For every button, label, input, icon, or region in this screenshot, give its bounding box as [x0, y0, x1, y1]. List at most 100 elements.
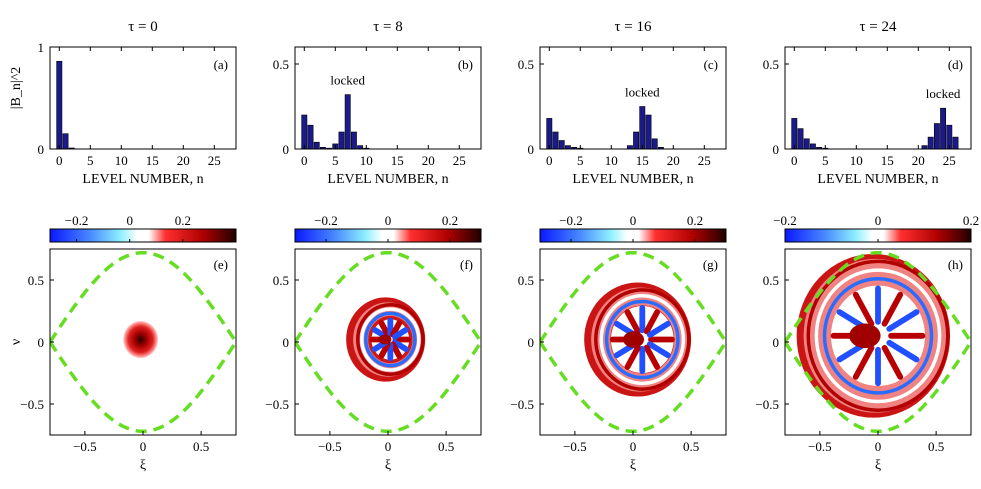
x-tick-label: 15 [881, 153, 894, 168]
bar [809, 143, 816, 150]
x-axis-label: LEVEL NUMBER, n [327, 172, 448, 187]
bar-chart-3: τ = 24 0 5 10 15 20 25 0 0.5 LEVEL NUMBER, n (d) lo… [763, 19, 972, 187]
top-ylabel: |B_n|^2 [9, 67, 24, 110]
colorbar-tick-label: 0 [630, 213, 637, 228]
axes-frame [539, 46, 727, 150]
colorbar-tick-label: 0 [385, 213, 392, 228]
x-tick-label: 0 [546, 153, 553, 168]
bar [350, 131, 357, 150]
separatrix-upper [785, 250, 971, 343]
colorbar-tick-label: 0.2 [442, 213, 458, 228]
y-tick-label: 0 [283, 142, 290, 157]
interference-ring [604, 299, 680, 380]
x-tick-label: 10 [360, 153, 373, 168]
x-axis-label: ξ [630, 458, 636, 473]
panel-title: τ = 0 [128, 19, 158, 35]
plot-area [540, 250, 726, 434]
colorbar-tick-label: 0.2 [687, 213, 703, 228]
bar [626, 145, 633, 150]
x-axis-label: LEVEL NUMBER, n [817, 172, 938, 187]
bar [921, 145, 928, 150]
central-lobe [849, 323, 881, 349]
interference-ring [356, 303, 425, 376]
x-tick-label: 10 [115, 153, 128, 168]
radial-spoke [886, 339, 920, 363]
x-tick-label: −0.5 [73, 439, 97, 454]
x-tick-label: 10 [850, 153, 863, 168]
separatrix-upper [540, 250, 726, 343]
x-tick-label: 25 [208, 153, 221, 168]
panels: τ = 0 0 5 10 15 20 25 0 1 LEVEL NUMBER, n (a) τ = 8… [20, 19, 979, 473]
interference-ring [822, 277, 934, 395]
x-tick-label: 0 [791, 153, 798, 168]
radial-spoke [881, 344, 904, 380]
bar [933, 123, 940, 150]
bar [651, 138, 658, 150]
interference-ring [806, 259, 950, 412]
y-tick-label: 0.5 [518, 273, 534, 288]
panel-letter: (h) [948, 257, 963, 272]
bar [558, 140, 565, 150]
y-tick-label: 0 [528, 335, 535, 350]
colorbar-tick-label: −0.2 [65, 213, 89, 228]
radial-spoke [852, 291, 875, 327]
radial-spoke [643, 309, 661, 335]
x-tick-label: 15 [146, 153, 159, 168]
panel-letter: (f) [460, 257, 473, 272]
y-tick-label: 0 [283, 335, 290, 350]
radial-spoke [624, 344, 641, 370]
x-axis-label: LEVEL NUMBER, n [82, 172, 203, 187]
colorbar-tick-label: −0.2 [559, 213, 583, 228]
plot-area [50, 250, 236, 434]
radial-spoke [390, 320, 403, 338]
bar [307, 124, 314, 150]
bar [357, 145, 364, 150]
y-tick-label: 0 [38, 335, 45, 350]
bar [552, 131, 559, 150]
colorbar-tick-label: 0.2 [963, 213, 979, 228]
panel-letter: (b) [458, 57, 473, 72]
y-tick-label: 0.5 [28, 273, 44, 288]
heatmap-1: −0.2 0 0.2 −0.5 0 0.5 0.5 0 −0.5 ξ (f) [265, 213, 482, 473]
bar [313, 141, 320, 150]
interference-ring [594, 288, 691, 391]
bar [633, 131, 640, 150]
x-tick-label: 5 [87, 153, 94, 168]
y-tick-label: −0.5 [265, 397, 289, 412]
bar [952, 136, 959, 150]
colorbar [49, 228, 237, 243]
y-tick-label: 0 [528, 142, 535, 157]
radial-spoke [646, 341, 671, 359]
heatmap-3: −0.2 0 0.2 −0.5 0 0.5 0.5 0 −0.5 ξ (h) [755, 213, 979, 473]
y-tick-label: 1 [38, 40, 45, 55]
x-tick-label: 0 [875, 439, 882, 454]
x-tick-label: 25 [943, 153, 956, 168]
panel-letter: (d) [948, 57, 963, 72]
locked-annotation: locked [330, 73, 365, 88]
panel-title: τ = 8 [373, 19, 403, 35]
radial-spoke [624, 309, 641, 335]
x-tick-label: 5 [577, 153, 584, 168]
panel-letter: (c) [704, 57, 718, 72]
separatrix-upper [295, 250, 481, 343]
bar [56, 60, 63, 150]
x-tick-label: 0 [385, 439, 392, 454]
x-tick-label: 20 [667, 153, 680, 168]
radial-spoke [391, 327, 409, 340]
axes-frame [294, 46, 482, 150]
y-tick-label: 0 [773, 335, 780, 350]
x-tick-label: 25 [698, 153, 711, 168]
x-tick-label: 0 [301, 153, 308, 168]
radial-spoke [881, 291, 904, 327]
central-lobe [378, 334, 392, 345]
bar [546, 118, 553, 150]
x-axis-label: ξ [385, 458, 391, 473]
x-tick-label: 0 [56, 153, 63, 168]
y-tick-label: 0.5 [763, 57, 779, 72]
panel-title: τ = 24 [860, 19, 897, 35]
radial-spoke [886, 309, 920, 332]
y-tick-label: 0.5 [273, 57, 289, 72]
y-tick-label: 0.5 [273, 273, 289, 288]
x-tick-label: 5 [332, 153, 339, 168]
colorbar-tick-label: −0.2 [314, 213, 338, 228]
